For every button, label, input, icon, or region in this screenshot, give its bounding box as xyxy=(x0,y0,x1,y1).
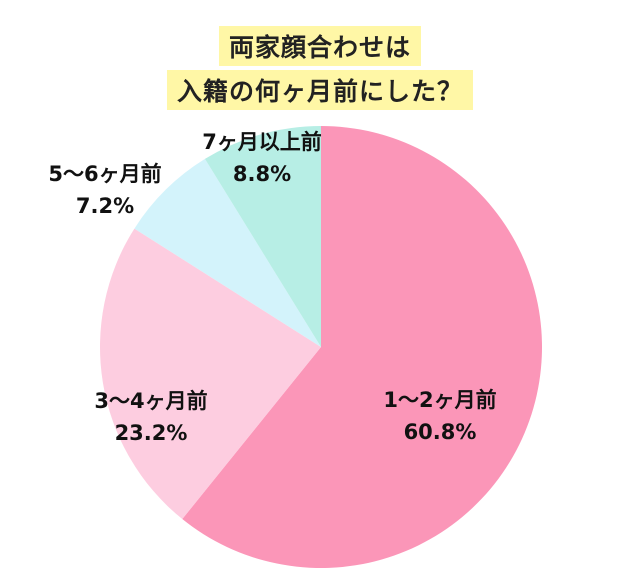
slice-value-2: 23.2% xyxy=(114,421,188,445)
chart-title-line-2: 入籍の何ヶ月前にした？ xyxy=(166,70,474,110)
slice-name-2: 3～4ヶ月前 xyxy=(94,389,208,413)
pie-slice-2 xyxy=(100,228,322,520)
slice-label-1: 1～2ヶ月前 60.8% xyxy=(383,384,496,448)
slice-value-4: 8.8% xyxy=(232,162,292,186)
slice-value-1: 60.8% xyxy=(403,420,477,444)
chart-title-line-1: 両家顔合わせは xyxy=(218,26,422,66)
slice-value-3: 7.2% xyxy=(75,194,135,218)
slice-label-4: 7ヶ月以上前 8.8% xyxy=(202,126,322,190)
pie-slice-4 xyxy=(204,126,321,347)
slice-label-2: 3～4ヶ月前 23.2% xyxy=(94,385,207,449)
slice-label-3: 5～6ヶ月前 7.2% xyxy=(48,158,161,222)
slice-name-4: 7ヶ月以上前 xyxy=(202,130,322,154)
pie-slice-3 xyxy=(134,158,321,347)
pie-slice-1 xyxy=(182,126,543,569)
slice-name-3: 5～6ヶ月前 xyxy=(48,162,162,186)
slice-name-1: 1～2ヶ月前 xyxy=(383,388,497,412)
